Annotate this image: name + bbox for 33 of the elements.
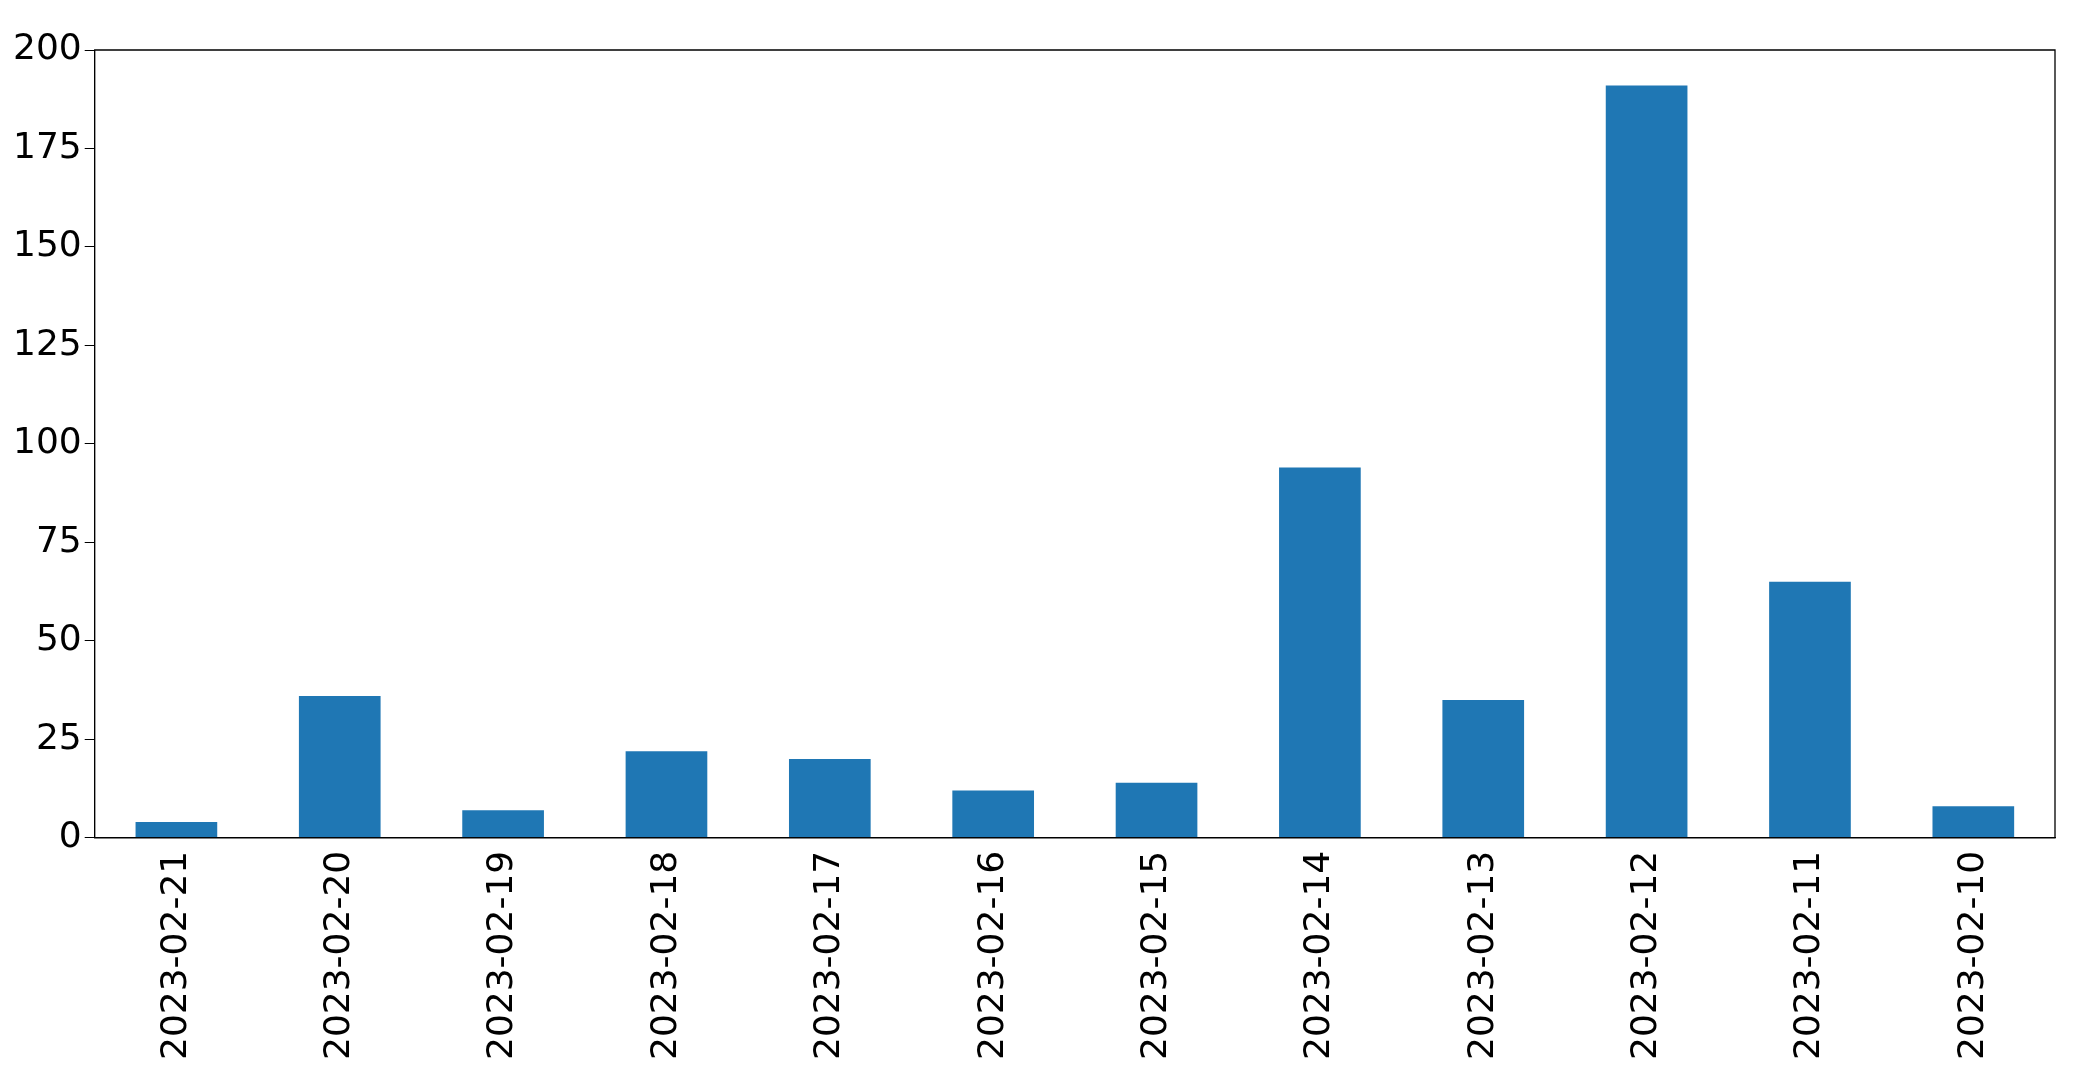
bar [788, 759, 871, 838]
x-tick-label: 2023-02-10 [1949, 850, 1991, 1060]
x-tick-label: 2023-02-21 [152, 850, 194, 1060]
x-tick-label: 2023-02-14 [1296, 850, 1338, 1060]
bar [1605, 85, 1688, 838]
x-tick-label: 2023-02-16 [969, 850, 1011, 1060]
bar [952, 790, 1035, 838]
y-tick-label: 75 [35, 518, 82, 560]
x-tick-label: 2023-02-17 [806, 850, 848, 1060]
x-tick-label: 2023-02-13 [1459, 850, 1501, 1060]
y-tick-label: 50 [35, 617, 82, 659]
x-tick-label: 2023-02-11 [1786, 850, 1828, 1060]
x-tick-label: 2023-02-15 [1132, 850, 1174, 1060]
x-tick-label: 2023-02-12 [1622, 850, 1664, 1060]
y-tick-label: 150 [12, 223, 82, 265]
x-tick-label: 2023-02-19 [479, 850, 521, 1060]
y-tick-label: 125 [12, 321, 82, 363]
bar [135, 822, 218, 838]
bar [1115, 782, 1198, 838]
bar [1442, 699, 1525, 838]
bar [1279, 467, 1361, 838]
y-tick-label: 175 [12, 124, 82, 166]
bar [462, 810, 544, 838]
bar [625, 751, 708, 838]
y-tick-label: 200 [12, 26, 82, 68]
y-tick-label: 25 [35, 715, 82, 757]
y-tick-label: 100 [12, 420, 82, 462]
x-tick-label: 2023-02-18 [642, 850, 684, 1060]
x-tick-label: 2023-02-20 [316, 850, 358, 1060]
bar [1769, 581, 1851, 838]
bar [1932, 806, 2015, 838]
bar [298, 695, 381, 838]
y-tick-label: 0 [58, 814, 82, 856]
